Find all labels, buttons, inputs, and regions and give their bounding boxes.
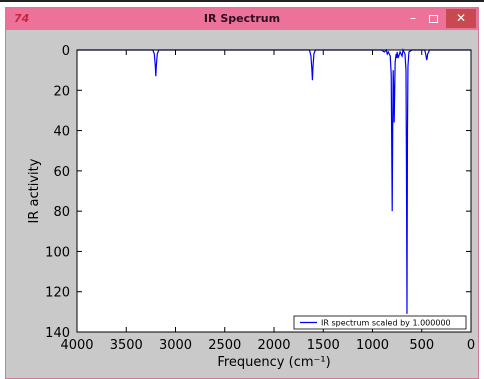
x-tick-label: 2500: [208, 338, 241, 353]
plot-area: [77, 50, 471, 332]
minimize-button[interactable]: –: [410, 11, 416, 25]
legend-box: [293, 315, 467, 330]
y-tick-label: 100: [45, 245, 70, 260]
y-tick-label: 140: [45, 326, 70, 341]
y-axis-label: IR activity: [27, 158, 42, 223]
x-tick-label: 4000: [60, 338, 93, 353]
page-top-rule: [0, 0, 484, 2]
window-title: IR Spectrum: [203, 12, 281, 25]
y-tick-label: 0: [62, 44, 70, 59]
y-tick-label: 120: [45, 286, 70, 301]
x-tick-label: 500: [409, 338, 434, 353]
plot-frame: [76, 49, 472, 333]
x-tick-label: 3000: [159, 338, 192, 353]
y-tick-label: 40: [53, 125, 70, 140]
y-axis: 0 20 40 60 80 100 120 140: [45, 44, 471, 341]
legend-label: IR spectrum scaled by 1.000000: [321, 319, 451, 328]
y-tick-label: 60: [53, 165, 70, 180]
y-tick-label: 80: [53, 205, 70, 220]
title-bar[interactable]: 74 IR Spectrum – ✕: [6, 8, 478, 30]
x-axis: 4000 3500 3000 2500 2000 1500 1000 500 0: [60, 50, 475, 353]
x-axis-label: Frequency (cm⁻¹): [217, 355, 330, 370]
ir-spectrum-line: [77, 48, 471, 314]
close-button[interactable]: ✕: [446, 9, 476, 28]
x-tick-label: 0: [467, 338, 475, 353]
x-tick-label: 3500: [110, 338, 143, 353]
legend: IR spectrum scaled by 1.000000: [293, 315, 467, 330]
x-tick-label: 1000: [356, 338, 389, 353]
x-tick-label: 2000: [257, 338, 290, 353]
maximize-icon: [429, 15, 438, 23]
y-tick-label: 20: [53, 84, 70, 99]
app-logo-icon: 74: [14, 12, 30, 25]
x-tick-label: 1500: [307, 338, 340, 353]
maximize-button[interactable]: [424, 11, 442, 27]
